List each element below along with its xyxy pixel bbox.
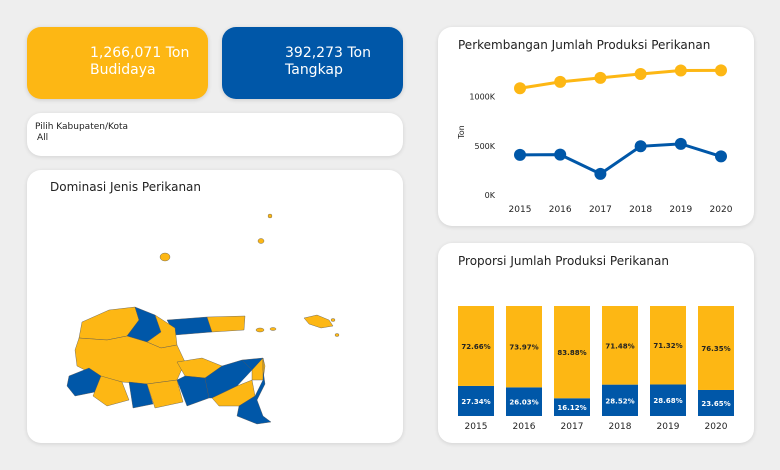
filter-select[interactable]: All <box>37 133 49 143</box>
bar-segment-tangkap[interactable] <box>458 385 494 416</box>
map-islands-small <box>159 213 340 337</box>
bar-chart-card: Proporsi Jumlah Produksi Perikanan 27.34… <box>438 243 754 443</box>
map-title: Dominasi Jenis Perikanan <box>50 180 202 194</box>
line-point-budidaya[interactable] <box>594 71 607 84</box>
bar-segment-budidaya[interactable] <box>698 306 734 390</box>
line-chart-title: Perkembangan Jumlah Produksi Perikanan <box>458 38 711 52</box>
line-ytick-label: 0K <box>485 191 496 200</box>
line-point-tangkap[interactable] <box>634 140 647 153</box>
bar-label-budidaya: 72.66% <box>461 343 490 351</box>
bar-label-budidaya: 73.97% <box>509 344 538 352</box>
line-point-budidaya[interactable] <box>674 64 687 77</box>
line-point-tangkap[interactable] <box>715 150 727 163</box>
bar-segment-budidaya[interactable] <box>506 306 542 388</box>
bar-xtick-label: 2019 <box>657 422 680 432</box>
line-point-budidaya[interactable] <box>554 75 567 88</box>
filter-card[interactable]: Pilih Kabupaten/Kota All <box>27 113 403 156</box>
line-point-budidaya[interactable] <box>514 82 526 95</box>
line-ylabel: Ton <box>457 125 466 140</box>
line-point-budidaya[interactable] <box>634 67 647 80</box>
line-chart: 0K 500K 1000K Ton 2015 2016 2017 2018 2019 2020 <box>457 64 733 215</box>
line-series-tangkap <box>519 142 722 176</box>
line-xtick-label: 2018 <box>629 205 652 215</box>
bar-xtick-label: 2015 <box>465 422 488 432</box>
line-series-budidaya <box>519 68 722 90</box>
line-xtick-label: 2016 <box>549 205 572 215</box>
bar-segment-budidaya[interactable] <box>554 306 590 399</box>
map-mainland <box>66 306 272 425</box>
line-ytick-label: 1000K <box>469 93 495 102</box>
line-xtick-label: 2020 <box>710 205 733 215</box>
map-card: Dominasi Jenis Perikanan <box>27 170 403 443</box>
bar-chart-title: Proporsi Jumlah Produksi Perikanan <box>458 254 669 268</box>
kpi-tangkap-text: 392,273 Ton Tangkap <box>285 45 371 79</box>
bar-label-budidaya: 71.48% <box>605 342 634 350</box>
kpi-tangkap-card: 392,273 Ton Tangkap <box>222 27 403 99</box>
bar-label-budidaya: 76.35% <box>701 345 730 353</box>
filter-label: Pilih Kabupaten/Kota <box>35 122 129 132</box>
bar-xtick-label: 2018 <box>609 422 632 432</box>
bar-label-tangkap: 28.68% <box>653 397 682 405</box>
line-point-tangkap[interactable] <box>514 148 526 161</box>
bar-label-tangkap: 26.03% <box>509 399 538 407</box>
bar-segment-tangkap[interactable] <box>554 398 590 416</box>
bar-xtick-label: 2017 <box>561 422 584 432</box>
bar-xtick-label: 2020 <box>705 422 728 432</box>
bar-segment-tangkap[interactable] <box>698 389 734 416</box>
line-point-budidaya[interactable] <box>715 64 727 77</box>
bar-label-tangkap: 27.34% <box>461 398 490 406</box>
line-point-tangkap[interactable] <box>674 137 687 150</box>
line-xtick-label: 2015 <box>509 205 532 215</box>
line-ytick-label: 500K <box>474 142 495 151</box>
kpi-tangkap-value: 392,273 Ton <box>285 45 371 61</box>
bar-label-tangkap: 23.65% <box>701 400 730 408</box>
map-madura <box>166 315 246 336</box>
bar-label-budidaya: 83.88% <box>557 349 586 357</box>
kpi-tangkap-label: Tangkap <box>285 62 343 78</box>
stacked-bar-chart: 27.34% 72.66% 2015 26.03% 73.97% 2016 16.12% 83… <box>458 306 734 432</box>
bar-segment-budidaya[interactable] <box>650 306 686 385</box>
bar-label-budidaya: 71.32% <box>653 342 682 350</box>
bar-label-tangkap: 28.52% <box>605 397 634 405</box>
line-point-tangkap[interactable] <box>594 167 607 180</box>
line-xtick-label: 2017 <box>589 205 612 215</box>
bar-label-tangkap: 16.12% <box>557 404 586 412</box>
line-chart-card: Perkembangan Jumlah Produksi Perikanan 0… <box>438 27 754 226</box>
line-xtick-label: 2019 <box>669 205 692 215</box>
bar-xtick-label: 2016 <box>513 422 536 432</box>
bar-segment-tangkap[interactable] <box>506 387 542 416</box>
line-point-tangkap[interactable] <box>554 148 567 161</box>
bar-segment-tangkap[interactable] <box>650 384 686 416</box>
kpi-budidaya-value: 1,266,071 Ton <box>90 45 190 61</box>
bar-segment-budidaya[interactable] <box>458 306 494 386</box>
bar-segment-tangkap[interactable] <box>602 384 638 416</box>
kpi-budidaya-text: 1,266,071 Ton Budidaya <box>90 45 189 79</box>
bar-segment-budidaya[interactable] <box>602 306 638 385</box>
choropleth-map[interactable] <box>27 170 403 443</box>
kpi-budidaya-label: Budidaya <box>90 62 156 78</box>
kpi-budidaya-card: 1,266,071 Ton Budidaya <box>27 27 208 99</box>
